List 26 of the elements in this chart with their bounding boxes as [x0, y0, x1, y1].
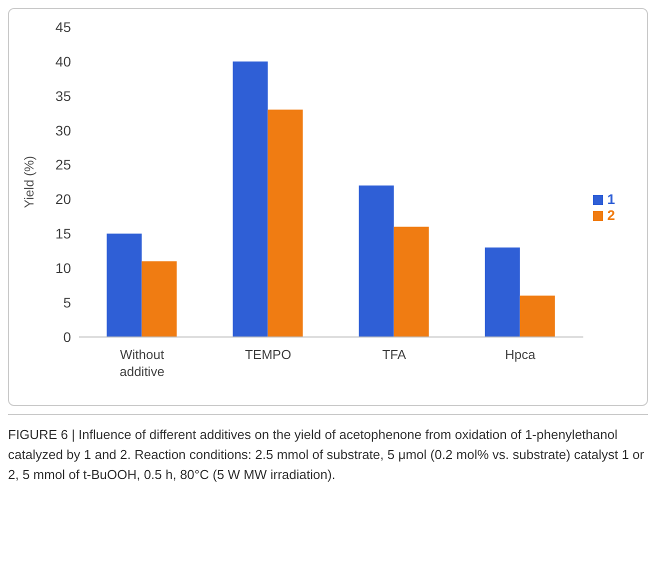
y-tick-label: 25: [55, 156, 72, 173]
y-axis-title: Yield (%): [22, 156, 37, 208]
bar: [232, 61, 268, 337]
bar: [358, 185, 394, 337]
bar: [268, 110, 303, 337]
bar: [484, 247, 520, 337]
legend-label: 1: [607, 191, 615, 207]
y-tick-label: 5: [63, 294, 72, 311]
y-tick-label: 10: [55, 260, 72, 276]
x-tick-label: Hpca: [505, 347, 536, 362]
x-tick-label: TFA: [382, 347, 406, 362]
y-tick-label: 20: [55, 191, 72, 208]
caption: FIGURE 6 | Influence of different additives on the yield of acetophenone from oxidation of 1-phenylethanol catalyzed by 1 and 2. Reaction conditions: 2.5 mmol of substrate, 5 μmol (0.2 mol% vs. substrate) catalyst 1 or 2, 5 mmol of t-BuOOH, 0.5 h, 80°C (5 W MW irradiation).: [8, 414, 648, 485]
bar: [394, 226, 429, 337]
bar: [142, 261, 177, 337]
y-tick-label: 15: [55, 226, 72, 242]
bar: [520, 296, 555, 337]
legend-label: 2: [607, 207, 615, 223]
bar: [106, 234, 142, 337]
y-tick-label: 40: [55, 53, 72, 70]
y-tick-label: 35: [55, 88, 72, 104]
y-tick-label: 0: [63, 328, 72, 345]
y-tick-label: 45: [55, 18, 72, 35]
x-tick-label: Without additive: [120, 347, 164, 379]
x-tick-label: TEMPO: [244, 347, 292, 362]
y-tick-label: 30: [55, 122, 72, 138]
